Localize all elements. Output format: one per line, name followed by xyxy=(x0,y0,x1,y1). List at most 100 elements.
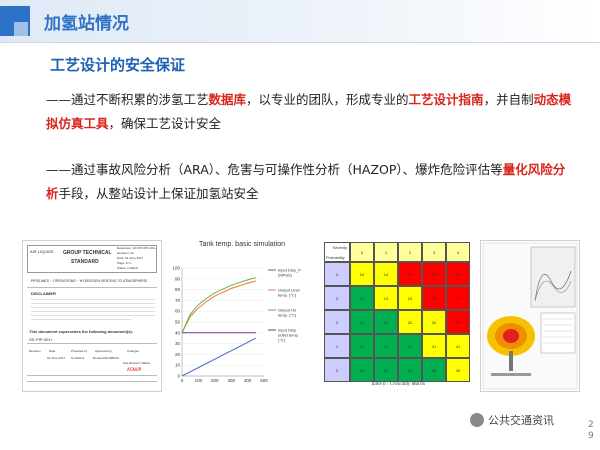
paragraph1-text-2: ，以专业的团队，形成专业的 xyxy=(246,92,409,107)
paragraph1-text-1: ——通过不断积累的涉氢工艺 xyxy=(46,92,209,107)
doc-col-approved: Approved by xyxy=(95,349,112,353)
matrix-cell: 01 xyxy=(350,334,374,358)
page-number-digit-2: 9 xyxy=(588,431,594,441)
paragraph2-text-1: ——通过事故风险分析（ARA）、危害与可操作性分析（HAZOP）、爆炸危险评估等 xyxy=(46,162,503,177)
paragraph-database: ——通过不断积累的涉氢工艺数据库，以专业的团队，形成专业的工艺设计指南，并自制动… xyxy=(46,88,576,136)
chart-xtick-label: 300 xyxy=(227,378,235,383)
matrix-cell: 21 xyxy=(398,334,422,358)
doc-text-line xyxy=(31,299,155,300)
doc-pipeline-title: PIPELINES ~ OPERATIONS ~ HYDROGEN VENTIN… xyxy=(31,279,148,283)
doc-company-logo: AIR LIQUIDE xyxy=(30,249,54,254)
watermark: 公共交通资讯 xyxy=(470,412,554,428)
criticality-matrix-thumbnail: Severity Probability 0 1 2 3 4 4 04 14 24 34 44 3 03 13… xyxy=(322,240,474,392)
doc-row-link: AGNUP xyxy=(127,367,142,372)
matrix-cell: 00 xyxy=(350,358,374,382)
chart-ytick-label: 50 xyxy=(175,320,181,325)
doc-group-line2: STANDARD xyxy=(71,259,99,265)
matrix-cell: 22 xyxy=(398,310,422,334)
chart-xtick-label: 0 xyxy=(181,378,184,383)
matrix-cell: 43 xyxy=(446,286,470,310)
wechat-account-icon xyxy=(470,413,484,427)
doc-divider xyxy=(27,375,157,376)
chart-series-line xyxy=(181,337,257,377)
chart-legend-label: (MPaG) xyxy=(278,273,293,278)
doc-divider xyxy=(27,381,157,382)
matrix-caption: Table 6 : Criticality Matrix xyxy=(370,382,426,387)
matrix-cell: 23 xyxy=(398,286,422,310)
matrix-probability-header: 1 xyxy=(324,334,350,358)
matrix-severity-header: 0 xyxy=(350,242,374,262)
simulation-chart-thumbnail: Tank temp. basic simulation 0 10 20 30 40 50 6… xyxy=(166,240,318,388)
chart-ytick-label: 80 xyxy=(175,287,181,292)
matrix-cell: 42 xyxy=(446,310,470,334)
chart-ytick-label: 0 xyxy=(177,374,180,379)
page-number-digit-1: 2 xyxy=(588,420,594,430)
paragraph2-text-2: 手段，从整站设计上保证加氢站安全 xyxy=(58,186,259,201)
matrix-severity-header: 4 xyxy=(446,242,470,262)
chart-title: Tank temp. basic simulation xyxy=(199,241,285,248)
doc-text-line xyxy=(31,311,155,312)
chart-ytick-label: 70 xyxy=(175,298,181,303)
matrix-probability-label: Probability xyxy=(326,254,345,260)
chart-legend-label: Output H2 xyxy=(278,308,297,313)
matrix-severity-header: 1 xyxy=(374,242,398,262)
doc-group-line1: GROUP TECHNICAL xyxy=(63,250,112,256)
standard-document-thumbnail: AIR LIQUIDE GROUP TECHNICAL STANDARD Ref… xyxy=(22,240,162,392)
matrix-probability-header: 0 xyxy=(324,358,350,382)
matrix-cell: 30 xyxy=(422,358,446,382)
doc-status: Status: In Effect xyxy=(117,266,139,270)
section-title: 工艺设计的安全保证 xyxy=(50,56,186,74)
doc-supersede: This document supersedes the following d… xyxy=(29,329,134,334)
doc-divider xyxy=(27,343,157,344)
chart-xtick-label: 500 xyxy=(260,378,268,383)
matrix-probability-header: 3 xyxy=(324,286,350,310)
doc-row-prep: Cortella N xyxy=(71,356,85,360)
matrix-cell: 32 xyxy=(422,310,446,334)
chart-xtick-label: 100 xyxy=(195,378,203,383)
doc-col-revision: Revision xyxy=(29,349,41,353)
header-accent-square-light xyxy=(14,22,28,36)
chart-legend-label: Input Disp_P xyxy=(278,268,301,273)
doc-ref: Reference: GT-PIP-PIP-001+ xyxy=(117,246,156,250)
matrix-severity-header: 3 xyxy=(422,242,446,262)
chart-ytick-label: 20 xyxy=(175,352,181,357)
chart-ytick-label: 30 xyxy=(175,341,181,346)
header-divider xyxy=(0,42,600,43)
matrix-cell: 33 xyxy=(422,286,446,310)
matrix-cell: 31 xyxy=(422,334,446,358)
chart-legend-label: (°C) xyxy=(278,338,286,343)
matrix-corner: Severity Probability xyxy=(324,242,350,262)
chart-legend-label: temp. (°C) xyxy=(278,293,297,298)
matrix-cell: 02 xyxy=(350,310,374,334)
matrix-cell: 40 xyxy=(446,358,470,382)
chart-ytick-label: 100 xyxy=(172,266,180,271)
doc-row-appr: Renaud DIUSBIOH xyxy=(93,356,119,360)
paragraph1-highlight-database: 数据库 xyxy=(208,92,247,107)
matrix-cell: 04 xyxy=(350,262,374,286)
doc-row-date: 01 June 2017 xyxy=(47,356,66,360)
matrix-cell: 24 xyxy=(398,262,422,286)
matrix-cell: 20 xyxy=(398,358,422,382)
doc-header-box xyxy=(27,245,157,273)
doc-page: Page: 1/7+ xyxy=(117,261,132,265)
doc-col-prepared: Prepared by xyxy=(71,349,88,353)
explosion-assessment-graphic xyxy=(482,242,578,390)
matrix-cell: 34 xyxy=(422,262,446,286)
paragraph1-highlight-simulation: 动态模拟仿真工具 xyxy=(46,92,572,131)
matrix-cell: 11 xyxy=(374,334,398,358)
chart-xtick-label: 200 xyxy=(211,378,219,383)
watermark-text: 公共交通资讯 xyxy=(488,414,554,427)
matrix-cell: 10 xyxy=(374,358,398,382)
doc-col-date: Date xyxy=(49,349,56,353)
chart-xtick-label: 400 xyxy=(244,378,252,383)
doc-text-line xyxy=(31,319,131,320)
chart-ytick-label: 40 xyxy=(175,330,181,335)
page-title: 加氢站情况 xyxy=(44,14,129,34)
doc-divider xyxy=(27,287,157,288)
doc-text-line xyxy=(31,303,155,304)
chart-legend-label: temp. (°C) xyxy=(278,313,297,318)
chart-series-line xyxy=(181,277,256,334)
header-band xyxy=(0,0,600,42)
doc-text-line xyxy=(31,315,155,316)
doc-id: GE-PIP-001+ xyxy=(29,337,53,342)
